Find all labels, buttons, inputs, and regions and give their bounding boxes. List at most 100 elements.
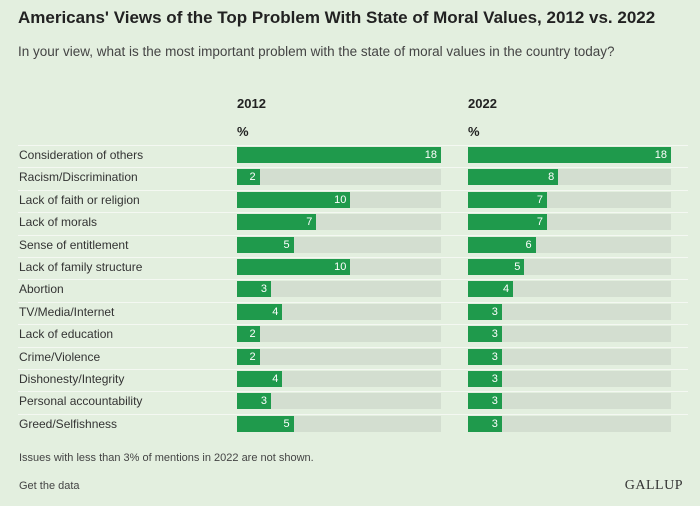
bar-value-label: 3	[491, 395, 498, 408]
category-label: Crime/Violence	[19, 349, 101, 364]
column-header-2022: 2022	[468, 96, 497, 111]
category-label: Personal accountability	[19, 394, 143, 409]
category-label: Racism/Discrimination	[19, 170, 138, 185]
bar-value-label: 3	[260, 283, 267, 296]
bar-value-label: 7	[306, 216, 313, 229]
bar-2022	[468, 236, 536, 253]
category-label: Lack of family structure	[19, 260, 143, 274]
category-label: Greed/Selfishness	[19, 416, 118, 431]
row-divider	[18, 189, 688, 191]
bar-2012	[237, 348, 260, 365]
row-divider	[18, 413, 688, 415]
chart-subtitle: In your view, what is the most important…	[18, 44, 615, 59]
bar-value-label: 3	[491, 305, 498, 318]
chart-title: Americans' Views of the Top Problem With…	[18, 8, 656, 27]
bar-track	[468, 371, 671, 387]
bar-track	[237, 371, 441, 387]
bar-track	[468, 326, 671, 343]
bar-2022	[468, 214, 547, 231]
row-divider	[18, 145, 688, 146]
bar-2012	[237, 191, 351, 208]
bar-2022	[468, 191, 547, 208]
bar-track	[237, 169, 441, 186]
bar-2012	[237, 415, 294, 432]
gallup-logo: GALLUP	[624, 478, 683, 493]
bar-value-label: 5	[283, 238, 290, 251]
column-unit-2022: %	[468, 124, 480, 139]
bar-2022	[468, 326, 502, 343]
bar-track	[468, 415, 671, 432]
bar-2022	[468, 281, 514, 298]
row-divider	[18, 234, 688, 236]
bar-value-label: 3	[491, 373, 498, 385]
row-divider	[18, 391, 688, 393]
bar-value-label: 3	[491, 350, 498, 363]
row-divider	[18, 279, 688, 281]
category-label: Lack of morals	[19, 215, 98, 230]
bar-track	[237, 303, 441, 320]
row-divider	[18, 301, 688, 303]
bar-value-label: 2	[249, 350, 256, 363]
category-label: Sense of entitlement	[19, 237, 129, 252]
column-header-2012: 2012	[237, 96, 266, 111]
bar-track	[237, 326, 441, 343]
bar-2012	[237, 281, 271, 298]
category-label: Lack of faith or religion	[19, 192, 140, 207]
bar-value-label: 2	[249, 171, 256, 184]
bar-2022	[468, 415, 502, 432]
bar-2012	[237, 169, 260, 186]
bar-track	[237, 281, 441, 298]
get-data-link[interactable]: Get the data	[19, 480, 80, 492]
bar-track	[468, 348, 671, 365]
bar-2022	[468, 348, 502, 365]
row-divider	[18, 324, 688, 326]
bar-value-label: 3	[491, 328, 498, 341]
bar-2012	[237, 326, 260, 343]
column-unit-2012: %	[237, 124, 249, 139]
row-divider	[18, 167, 688, 169]
row-divider	[18, 257, 688, 258]
bar-2022	[468, 393, 502, 410]
bar-value-label: 10	[334, 261, 347, 273]
bar-track	[468, 393, 671, 410]
category-label: Abortion	[19, 282, 64, 297]
bar-track	[468, 281, 671, 298]
bar-2022	[468, 259, 525, 275]
bar-value-label: 7	[536, 216, 543, 229]
row-divider	[18, 212, 688, 214]
bar-2012	[237, 393, 271, 410]
bar-2022	[468, 147, 671, 163]
bar-value-label: 8	[548, 171, 555, 184]
bar-value-label: 3	[260, 395, 267, 408]
bar-2022	[468, 303, 502, 320]
bar-value-label: 3	[491, 417, 498, 430]
category-label: Consideration of others	[19, 148, 144, 162]
bar-2022	[468, 169, 559, 186]
bar-2012	[237, 303, 283, 320]
bar-2022	[468, 371, 502, 387]
category-label: TV/Media/Internet	[19, 304, 115, 319]
bar-value-label: 6	[525, 238, 532, 251]
bar-value-label: 4	[272, 373, 279, 385]
bar-2012	[237, 259, 351, 275]
bar-value-label: 5	[283, 417, 290, 430]
bar-value-label: 18	[654, 149, 667, 161]
bar-value-label: 5	[514, 261, 521, 273]
bar-value-label: 2	[249, 328, 256, 341]
row-divider	[18, 346, 688, 348]
bar-track	[468, 303, 671, 320]
bar-value-label: 18	[424, 149, 437, 161]
bar-2012	[237, 371, 283, 387]
bar-value-label: 10	[334, 193, 347, 206]
bar-value-label: 4	[502, 283, 510, 296]
category-label: Lack of education	[19, 327, 114, 342]
bar-2012	[237, 147, 441, 163]
bar-2012	[237, 214, 317, 231]
bar-2012	[237, 236, 294, 253]
category-label: Dishonesty/Integrity	[19, 372, 125, 386]
bar-track	[237, 348, 441, 365]
bar-value-label: 4	[272, 305, 279, 318]
footnote: Issues with less than 3% of mentions in …	[19, 452, 314, 464]
bar-track	[237, 393, 441, 410]
